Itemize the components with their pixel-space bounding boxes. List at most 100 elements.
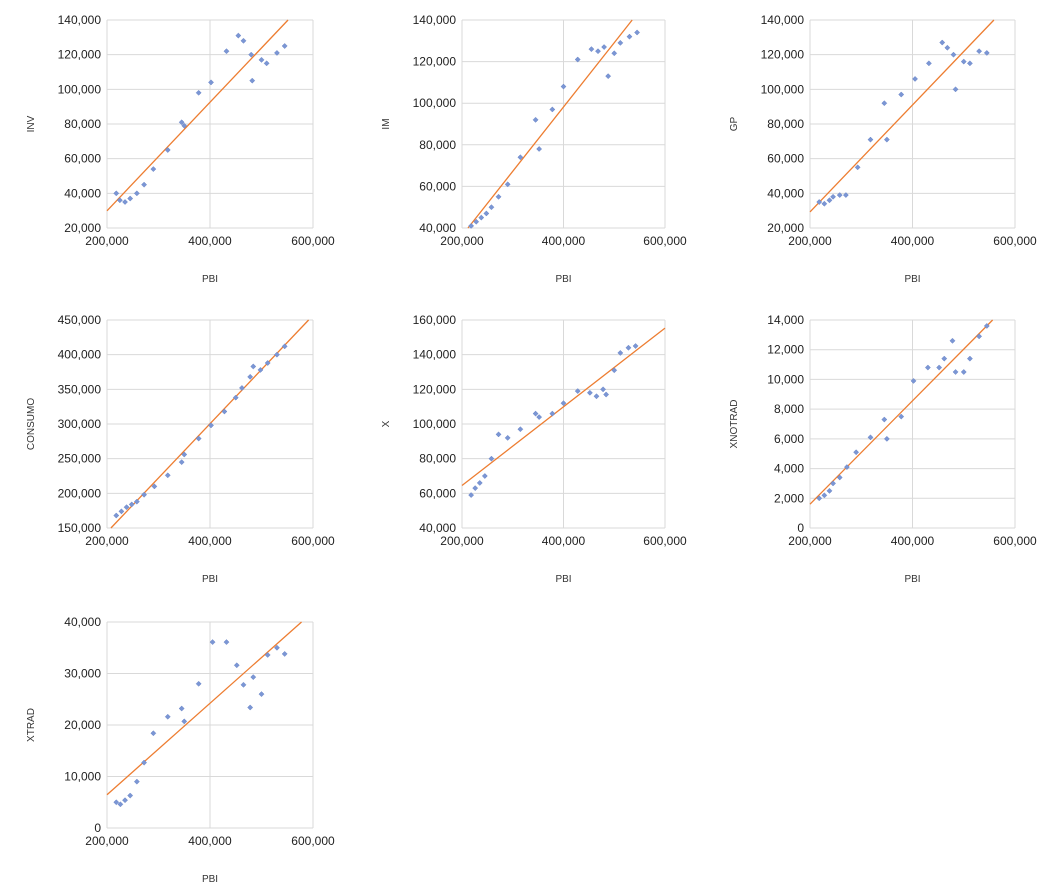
trendline bbox=[809, 19, 995, 213]
data-point bbox=[976, 48, 983, 55]
chart-consumo: 150,000200,000250,000300,000350,000400,0… bbox=[26, 313, 335, 585]
data-point bbox=[209, 639, 216, 645]
x-tick-label: 200,000 bbox=[85, 534, 129, 548]
data-point bbox=[549, 410, 556, 417]
y-tick-label: 60,000 bbox=[64, 152, 101, 166]
data-point bbox=[181, 451, 188, 458]
data-point bbox=[476, 480, 483, 486]
data-point bbox=[517, 426, 524, 433]
y-tick-label: 80,000 bbox=[419, 138, 456, 152]
y-tick-label: 30,000 bbox=[64, 667, 101, 681]
y-tick-label: 120,000 bbox=[761, 48, 805, 62]
y-axis-title: IM bbox=[381, 118, 392, 129]
data-point bbox=[150, 166, 157, 172]
data-point bbox=[164, 713, 171, 720]
y-tick-label: 250,000 bbox=[58, 452, 102, 466]
x-tick-label: 600,000 bbox=[643, 534, 687, 548]
data-point bbox=[117, 801, 124, 808]
x-tick-label: 400,000 bbox=[188, 534, 232, 548]
data-point bbox=[634, 29, 640, 36]
x-axis-title: PBI bbox=[202, 874, 218, 885]
data-point bbox=[250, 363, 257, 370]
y-tick-label: 60,000 bbox=[419, 486, 456, 500]
data-point bbox=[247, 373, 254, 380]
data-point bbox=[960, 369, 967, 375]
data-point bbox=[468, 223, 475, 229]
x-tick-label: 200,000 bbox=[85, 834, 129, 848]
data-point bbox=[248, 51, 255, 58]
data-point bbox=[257, 367, 264, 373]
y-tick-label: 8,000 bbox=[774, 402, 804, 416]
y-tick-label: 10,000 bbox=[64, 770, 101, 784]
data-point bbox=[504, 434, 511, 441]
data-point bbox=[949, 337, 956, 344]
y-tick-label: 60,000 bbox=[767, 152, 804, 166]
data-point bbox=[603, 391, 610, 398]
y-tick-label: 140,000 bbox=[58, 13, 102, 27]
data-point bbox=[221, 408, 228, 415]
data-point bbox=[239, 385, 245, 391]
data-point bbox=[478, 214, 485, 221]
data-point bbox=[821, 492, 828, 499]
x-tick-label: 400,000 bbox=[542, 234, 586, 248]
data-point bbox=[830, 193, 836, 200]
data-point bbox=[587, 389, 593, 396]
y-tick-label: 80,000 bbox=[419, 452, 456, 466]
x-axis-title: PBI bbox=[555, 274, 571, 285]
x-axis-title: PBI bbox=[904, 274, 920, 285]
data-point bbox=[826, 487, 833, 494]
y-tick-label: 10,000 bbox=[767, 372, 804, 386]
y-tick-label: 20,000 bbox=[767, 221, 804, 235]
x-tick-label: 400,000 bbox=[188, 234, 232, 248]
data-point bbox=[536, 146, 543, 152]
data-point bbox=[976, 333, 983, 340]
data-point bbox=[116, 197, 123, 204]
y-tick-label: 140,000 bbox=[413, 348, 457, 362]
x-tick-label: 200,000 bbox=[440, 534, 484, 548]
data-point bbox=[952, 369, 959, 375]
y-tick-label: 20,000 bbox=[64, 221, 101, 235]
data-point bbox=[826, 197, 833, 204]
data-point bbox=[164, 147, 171, 153]
x-tick-label: 600,000 bbox=[993, 234, 1037, 248]
chart-gp: 20,000 40,000 60,000 80,000 100,000 120,000 14… bbox=[729, 13, 1037, 285]
data-point bbox=[867, 136, 874, 143]
y-tick-label: 120,000 bbox=[413, 55, 457, 69]
data-point bbox=[481, 473, 488, 479]
x-tick-label: 600,000 bbox=[993, 534, 1037, 548]
y-tick-label: 160,000 bbox=[413, 313, 457, 327]
data-point bbox=[118, 508, 125, 515]
data-point bbox=[601, 44, 607, 50]
data-point bbox=[600, 386, 606, 393]
y-tick-label: 40,000 bbox=[64, 615, 101, 629]
x-axis-title: PBI bbox=[904, 574, 920, 585]
x-tick-label: 600,000 bbox=[291, 234, 335, 248]
data-point bbox=[532, 116, 539, 123]
chart-x: 40,000 60,000 80,000 100,000 120,000 140,000 1… bbox=[381, 313, 687, 585]
data-point bbox=[151, 483, 158, 490]
data-point bbox=[632, 343, 639, 349]
data-point bbox=[495, 431, 502, 438]
data-point bbox=[950, 51, 957, 58]
data-point bbox=[195, 435, 202, 442]
data-point bbox=[898, 91, 905, 98]
y-tick-label: 2,000 bbox=[774, 491, 804, 505]
y-axis-title: CONSUMO bbox=[26, 398, 37, 450]
data-point bbox=[967, 355, 973, 362]
data-point bbox=[867, 434, 874, 441]
data-point bbox=[483, 210, 490, 217]
data-point bbox=[836, 474, 843, 481]
x-tick-label: 400,000 bbox=[891, 534, 935, 548]
data-point bbox=[883, 435, 890, 442]
y-tick-label: 40,000 bbox=[419, 521, 456, 535]
x-axis-title: PBI bbox=[202, 574, 218, 585]
data-point bbox=[127, 792, 134, 799]
data-point bbox=[235, 32, 242, 39]
x-tick-label: 200,000 bbox=[440, 234, 484, 248]
data-point bbox=[181, 122, 188, 129]
data-point bbox=[113, 512, 120, 519]
data-point bbox=[274, 50, 280, 56]
data-point bbox=[593, 393, 600, 400]
data-point bbox=[240, 681, 247, 688]
